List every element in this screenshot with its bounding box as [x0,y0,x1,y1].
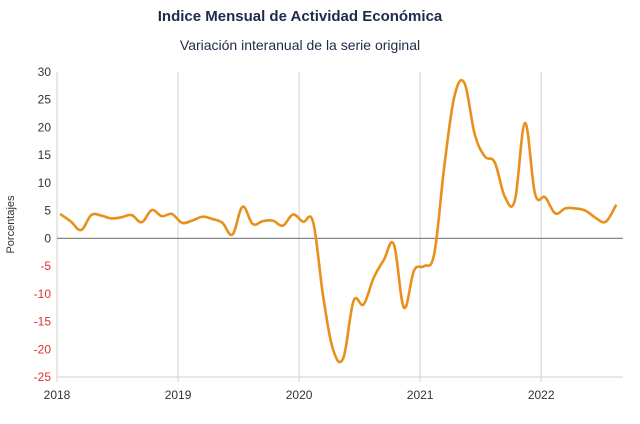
y-tick-label: -20 [34,342,52,356]
y-tick-label: 10 [38,176,52,190]
chart-title: Indice Mensual de Actividad Económica [157,8,443,25]
x-tick-label: 2018 [44,388,71,402]
y-tick-label: 5 [44,204,51,218]
y-tick-label: -5 [40,259,51,273]
y-tick-label: -10 [34,287,52,301]
y-axis-title: Porcentajes [5,195,17,254]
x-tick-labels: 2018 2019 2020 2021 2022 [44,377,555,402]
x-tick-label: 2019 [165,388,192,402]
y-tick-label: 25 [38,93,52,107]
y-tick-label: 0 [44,231,51,245]
y-tick-label: -15 [34,315,52,329]
y-tick-label: -25 [34,370,52,384]
y-tick-labels: 30 25 20 15 10 5 0 -5 -10 -15 -20 -25 [34,65,52,384]
y-tick-label: 30 [38,65,52,79]
y-tick-label: 20 [38,120,52,134]
grid-lines [56,72,542,377]
series-line [59,78,618,364]
y-tick-label: 15 [38,148,52,162]
x-tick-label: 2020 [286,388,313,402]
x-tick-label: 2021 [407,388,434,402]
chart-subtitle: Variación interanual de la serie origina… [179,37,421,53]
x-tick-label: 2022 [528,388,555,402]
